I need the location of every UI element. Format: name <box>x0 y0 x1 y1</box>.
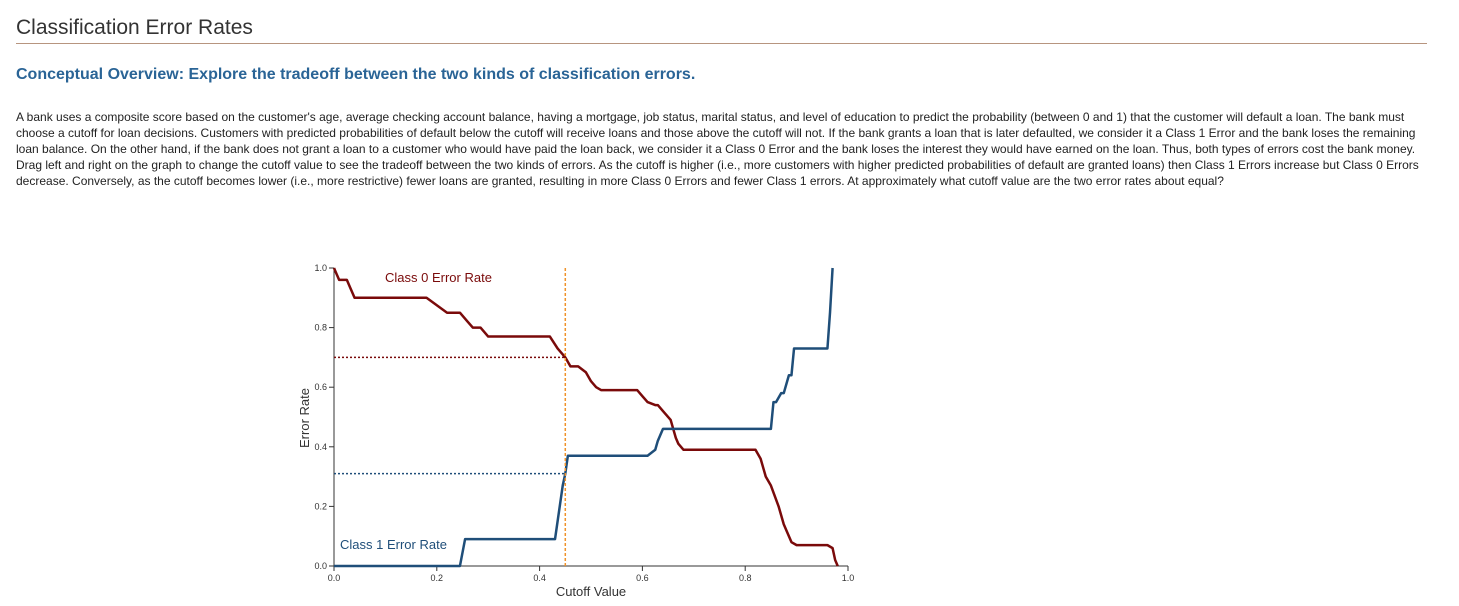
x-tick-label: 1.0 <box>842 573 855 583</box>
y-tick-label: 0.6 <box>314 382 327 392</box>
x-tick-label: 0.2 <box>431 573 444 583</box>
x-tick-label: 0.6 <box>636 573 649 583</box>
y-axis-title: Error Rate <box>297 388 312 448</box>
class-0-series-label: Class 0 Error Rate <box>385 270 492 285</box>
y-tick-label: 0.0 <box>314 561 327 571</box>
y-tick-label: 0.4 <box>314 442 327 452</box>
class-1-error-line <box>334 267 834 568</box>
error-rate-chart[interactable]: 0.0 0.2 0.4 0.6 0.8 1.0 0.0 0.2 0.4 0.6 0.8 1.0 Er… <box>280 240 880 606</box>
x-tick-label: 0.0 <box>328 573 341 583</box>
intro-paragraph: A bank uses a composite score based on t… <box>16 110 1419 188</box>
class-1-label-background <box>338 536 458 554</box>
class-1-series-label: Class 1 Error Rate <box>340 537 447 552</box>
x-axis-ticks: 0.0 0.2 0.4 0.6 0.8 1.0 <box>328 566 855 583</box>
class-0-error-line <box>332 267 839 567</box>
page-title: Classification Error Rates <box>16 16 253 39</box>
x-tick-label: 0.4 <box>533 573 546 583</box>
y-tick-label: 1.0 <box>314 263 327 273</box>
y-tick-label: 0.8 <box>314 323 327 333</box>
cutoff-guides <box>334 356 566 475</box>
x-tick-label: 0.8 <box>739 573 752 583</box>
class-1-label-box: Class 1 Error Rate <box>338 536 458 554</box>
x-axis-title: Cutoff Value <box>556 584 626 599</box>
section-heading: Conceptual Overview: Explore the tradeof… <box>16 66 696 83</box>
y-axis-ticks: 0.0 0.2 0.4 0.6 0.8 1.0 <box>314 263 334 571</box>
y-tick-label: 0.2 <box>314 501 327 511</box>
title-divider <box>16 43 1427 44</box>
